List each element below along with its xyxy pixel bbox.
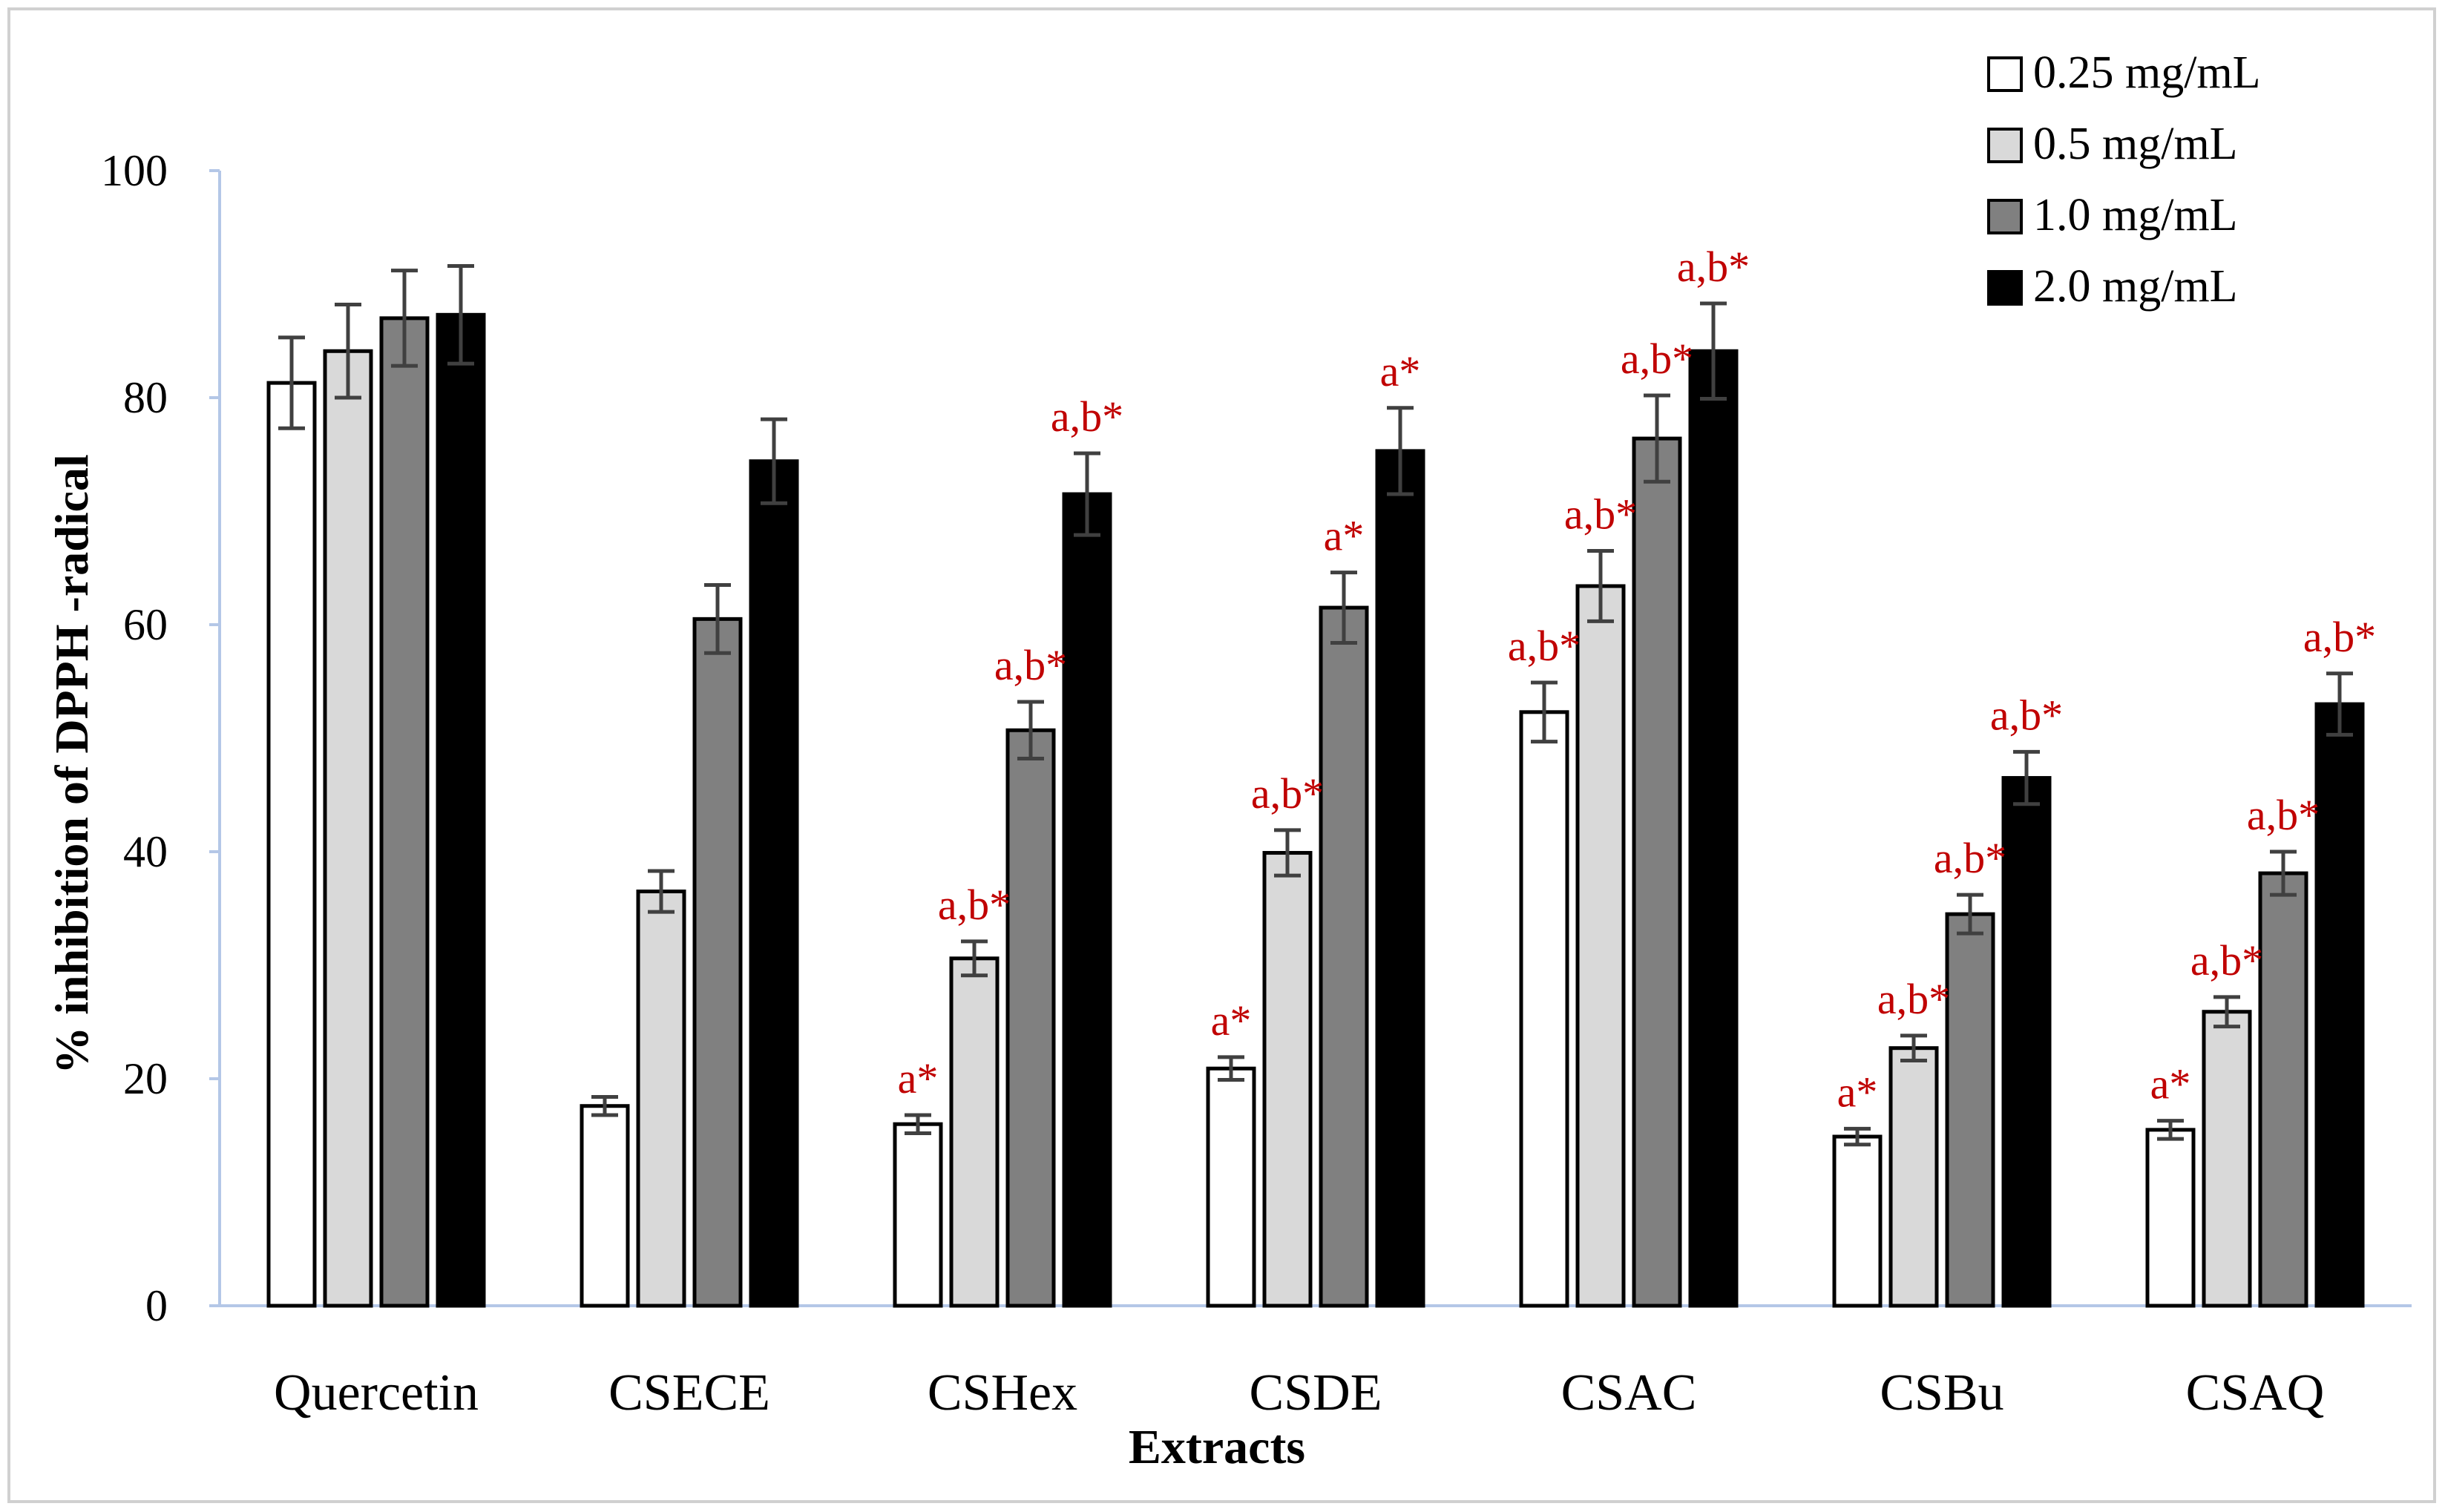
legend-label: 1.0 mg/mL <box>2033 190 2238 240</box>
bar <box>2145 1128 2196 1308</box>
bar <box>2001 776 2052 1308</box>
x-tick-label: CSBu <box>1880 1364 2003 1421</box>
x-tick-label: CSDE <box>1250 1364 1382 1421</box>
bar <box>1319 605 1369 1308</box>
significance-label: a,b* <box>1621 335 1693 383</box>
significance-label: a,b* <box>2247 791 2320 839</box>
significance-label: a* <box>1211 996 1252 1045</box>
x-tick-label: CSAC <box>1561 1364 1697 1421</box>
y-tick-label: 80 <box>123 373 168 422</box>
significance-label: a,b* <box>1677 243 1750 291</box>
significance-label: a,b* <box>1251 769 1324 818</box>
y-axis-label: % inhibition of DPPH -radical <box>45 454 98 1074</box>
significance-label: a,b* <box>1934 834 2006 882</box>
bar <box>1062 492 1112 1308</box>
significance-label: a,b* <box>2190 936 2263 985</box>
bar <box>2202 1010 2252 1308</box>
error-bars <box>278 264 2353 1147</box>
bar <box>893 1122 943 1308</box>
significance-label: a* <box>1324 512 1365 560</box>
bar <box>266 381 317 1308</box>
legend-swatch <box>1987 199 2023 234</box>
legend-swatch <box>1987 128 2023 163</box>
legend-swatch <box>1987 56 2023 92</box>
bar <box>2314 702 2365 1308</box>
significance-label: a,b* <box>1508 622 1581 670</box>
bar <box>1575 584 1626 1308</box>
significance-label: a,b* <box>1564 490 1637 539</box>
bar <box>1888 1046 1939 1308</box>
y-tick-label: 100 <box>101 146 168 195</box>
significance-label: a* <box>1837 1068 1878 1116</box>
bar <box>1632 436 1682 1308</box>
bar <box>1945 912 1995 1308</box>
significance-label: a,b* <box>2303 613 2376 661</box>
bar <box>2258 871 2308 1308</box>
significance-label: a,b* <box>1990 691 2063 739</box>
significance-label: a,b* <box>1051 392 1123 441</box>
x-tick-label: CSAQ <box>2186 1364 2325 1421</box>
significance-label: a* <box>2150 1060 2191 1108</box>
bar <box>1375 449 1425 1308</box>
x-tick-label: CSHex <box>928 1364 1077 1421</box>
tick-labels: 0 20 40 60 80 100 Quercetin CSECE CSHex CSDE CSAC C… <box>101 146 2324 1421</box>
bar <box>949 956 1000 1308</box>
significance-label: a,b* <box>994 641 1067 689</box>
bar <box>580 1104 630 1308</box>
x-tick-label: CSECE <box>608 1364 770 1421</box>
bar <box>379 316 430 1308</box>
significance-label: a* <box>898 1054 939 1102</box>
y-tick-label: 40 <box>123 827 168 876</box>
significance-annotations: a* a,b* a,b* a,b* a* a,b* a* a* a,b* a,b* a,b* a,b*… <box>898 243 2377 1116</box>
y-tick-label: 0 <box>145 1281 168 1330</box>
legend-swatch <box>1987 270 2023 306</box>
bar <box>1262 851 1313 1308</box>
significance-label: a* <box>1380 347 1421 395</box>
bar <box>436 312 486 1308</box>
x-axis-label: Extracts <box>1129 1420 1305 1474</box>
bars <box>266 312 2365 1308</box>
legend-label: 0.25 mg/mL <box>2033 47 2261 98</box>
bar <box>323 349 373 1308</box>
bar <box>749 459 799 1308</box>
y-tick-label: 20 <box>123 1054 168 1103</box>
bar <box>692 617 743 1308</box>
significance-label: a,b* <box>938 881 1011 929</box>
bar <box>1005 728 1056 1308</box>
bar <box>1688 349 1739 1308</box>
bar <box>636 890 686 1308</box>
bar <box>1206 1066 1256 1308</box>
significance-label: a,b* <box>1877 975 1950 1023</box>
legend-label: 0.5 mg/mL <box>2033 119 2238 169</box>
bar <box>1832 1134 1883 1308</box>
x-tick-label: Quercetin <box>274 1364 479 1421</box>
bar <box>1519 710 1569 1308</box>
y-tick-label: 60 <box>123 600 168 649</box>
legend: 0.25 mg/mL 0.5 mg/mL 1.0 mg/mL 2.0 mg/mL <box>1987 47 2261 312</box>
legend-label: 2.0 mg/mL <box>2033 261 2238 312</box>
